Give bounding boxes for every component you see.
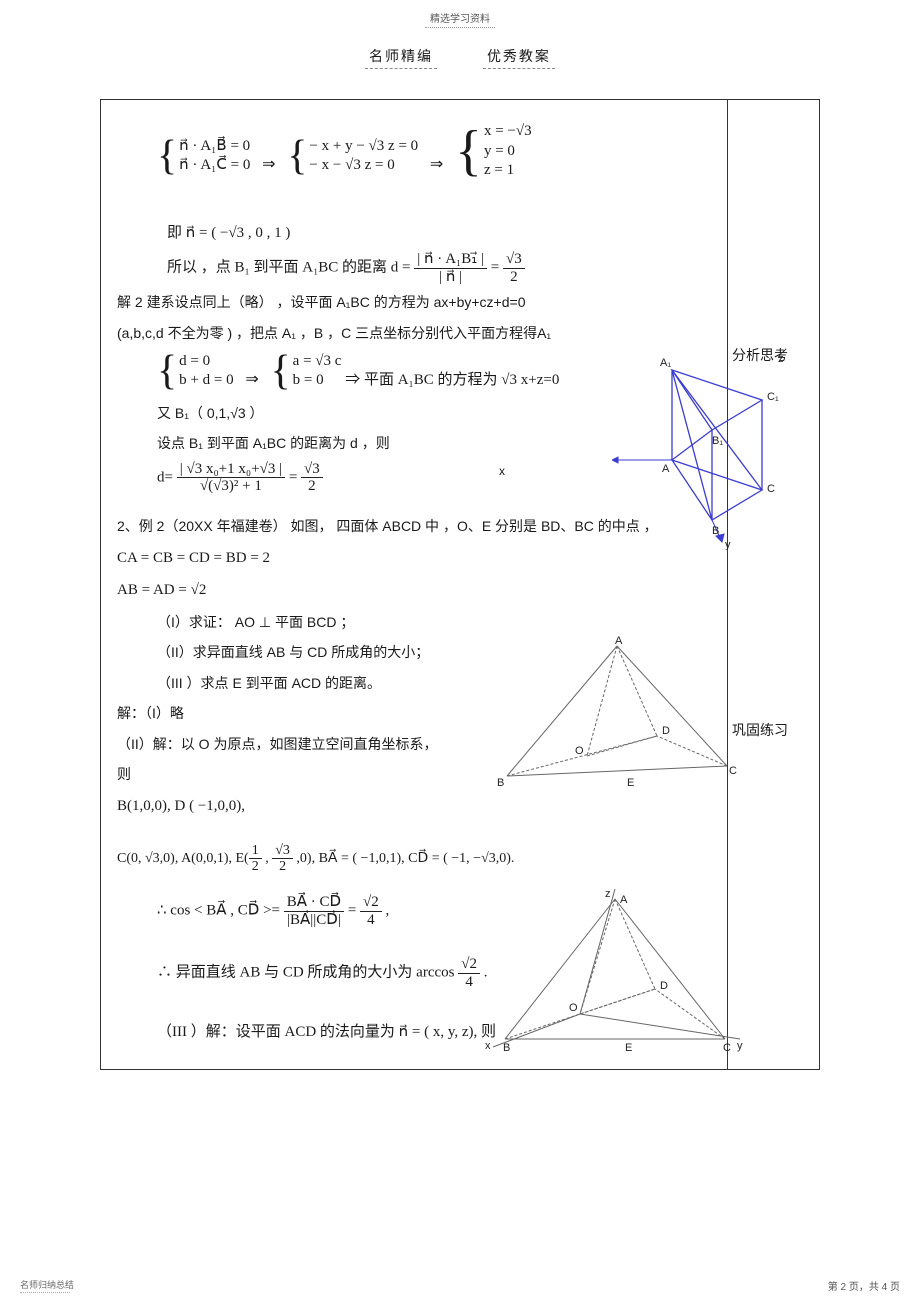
cos-rnum: √2	[360, 894, 382, 912]
eq2-l2: − x − √3 z = 0	[309, 156, 418, 176]
cos-pre: ∴ cos < BA⃗ , CD⃗ >=	[157, 903, 280, 919]
sol2-l1: 解 2 建系设点同上（略） ，设平面 A₁BC 的方程为 ax+by+cz+d=…	[117, 289, 711, 316]
d-res-num: √3	[301, 461, 323, 479]
t2-a: A	[620, 894, 628, 906]
header-top-text: 精选学习资料	[430, 14, 490, 25]
eq3-l2: y = 0	[484, 142, 532, 162]
eq2-l1: − x + y − √3 z = 0	[309, 137, 418, 157]
arc-den: 4	[458, 974, 480, 991]
lbl-x-axis: x	[499, 460, 505, 483]
cos-rden: 4	[360, 912, 382, 929]
d-prefix: d=	[157, 469, 173, 485]
lbl-a: A	[662, 463, 670, 475]
eq3-l3: z = 1	[484, 161, 532, 181]
cos-eq: =	[348, 903, 356, 919]
angle-pre: ∴ 异面直线 AB 与 CD 所成角的大小为 arccos	[157, 965, 454, 981]
sys3-l2: b = 0	[293, 371, 342, 391]
footer-right: 第 2 页，共 4 页	[828, 1278, 900, 1293]
sol2-l2: (a,b,c,d 不全为零 ) ，把点 A₁ ，B ，C 三点坐标分别代入平面方…	[117, 320, 711, 347]
top-header: 精选学习资料	[0, 10, 920, 28]
t1-d: D	[662, 725, 670, 737]
cos-den: |BA⃗||CD⃗|	[284, 912, 344, 929]
arc-num: √2	[458, 956, 480, 974]
t2-b: B	[503, 1042, 510, 1054]
t2-e: E	[625, 1042, 632, 1054]
t1-a: A	[615, 636, 623, 647]
dist2-den: 2	[503, 269, 525, 286]
tetra-diagram-2: A B C D O E x y z	[485, 889, 745, 1059]
dist2-num: √3	[503, 251, 525, 269]
eq1-l2: n⃗ · A₁C⃗ = 0	[179, 156, 250, 176]
eq1-l1: n⃗ · A₁B⃗ = 0	[179, 137, 250, 157]
sys2-l1: d = 0	[179, 352, 233, 372]
sys3-l1: a = √3 c	[293, 352, 342, 372]
coords2: C(0, √3,0), A(0,0,1), E(12 , √32 ,0), BA…	[117, 843, 711, 875]
subheader-right: 优秀教案	[483, 46, 555, 69]
sub-header: 名师精编 优秀教案	[0, 46, 920, 69]
footer-left: 名师归纳总结	[20, 1278, 74, 1293]
dist-den: | n⃗ |	[414, 269, 487, 286]
t2-o: O	[569, 1002, 578, 1014]
ex2-q1: （I）求证： AO ⊥ 平面 BCD ；	[117, 609, 711, 636]
t2-d: D	[660, 980, 668, 992]
d-res-den: 2	[301, 478, 323, 495]
d-den: √(√3)² + 1	[177, 478, 285, 495]
header-dotted	[425, 27, 495, 28]
dist-pre: 所以 ，点 B₁ 到平面 A₁BC 的距离 d =	[167, 260, 411, 276]
sys2-l2: b + d = 0	[179, 371, 233, 391]
lbl-a1: A₁	[660, 357, 671, 369]
footer-left-text: 名师归纳总结	[20, 1280, 74, 1290]
content-main: { n⃗ · A₁B⃗ = 0 n⃗ · A₁C⃗ = 0 ⇒ { − x + …	[101, 100, 728, 1069]
t2-z: z	[605, 889, 611, 900]
cos-num: BA⃗ · CD⃗	[284, 894, 344, 912]
lbl-b1: B₁	[712, 435, 723, 447]
distance-line: 所以 ，点 B₁ 到平面 A₁BC 的距离 d = | n⃗ · A₁B₁⃗ |…	[117, 251, 711, 285]
page: 精选学习资料 名师精编 优秀教案 { n⃗ · A₁B⃗ = 0 n⃗ · A₁…	[0, 0, 920, 1303]
eq-system-1: { n⃗ · A₁B⃗ = 0 n⃗ · A₁C⃗ = 0 ⇒ { − x + …	[117, 122, 711, 181]
lbl-b: B	[712, 525, 719, 537]
coords1: B(1,0,0), D ( −1,0,0),	[117, 792, 711, 821]
d-num: | √3 x₀+1 x₀+√3 |	[177, 461, 285, 479]
d-mid: =	[289, 469, 297, 485]
tetra-diagram-1: A B C D O E	[497, 636, 737, 796]
subheader-left: 名师精编	[365, 46, 437, 69]
margin-practice: 巩固练习	[732, 720, 788, 740]
dist-num: | n⃗ · A₁B₁⃗ |	[414, 251, 487, 269]
ex2-l3: AB = AD = √2	[117, 576, 711, 605]
content-table: { n⃗ · A₁B⃗ = 0 n⃗ · A₁C⃗ = 0 ⇒ { − x + …	[100, 99, 820, 1070]
eq3-l1: x = −√3	[484, 122, 532, 142]
plane-eq: ⇒ 平面 A₁BC 的方程为 √3 x+z=0	[345, 372, 559, 388]
content-margin: 分析思考 巩固练习	[728, 100, 819, 1069]
margin-analyze: 分析思考	[732, 345, 788, 365]
t1-o: O	[575, 745, 584, 757]
n-result: 即 n⃗ = ( −√3 , 0 , 1 )	[117, 219, 711, 248]
t2-x: x	[485, 1040, 491, 1052]
t1-e: E	[627, 777, 634, 789]
t1-b: B	[497, 777, 504, 789]
